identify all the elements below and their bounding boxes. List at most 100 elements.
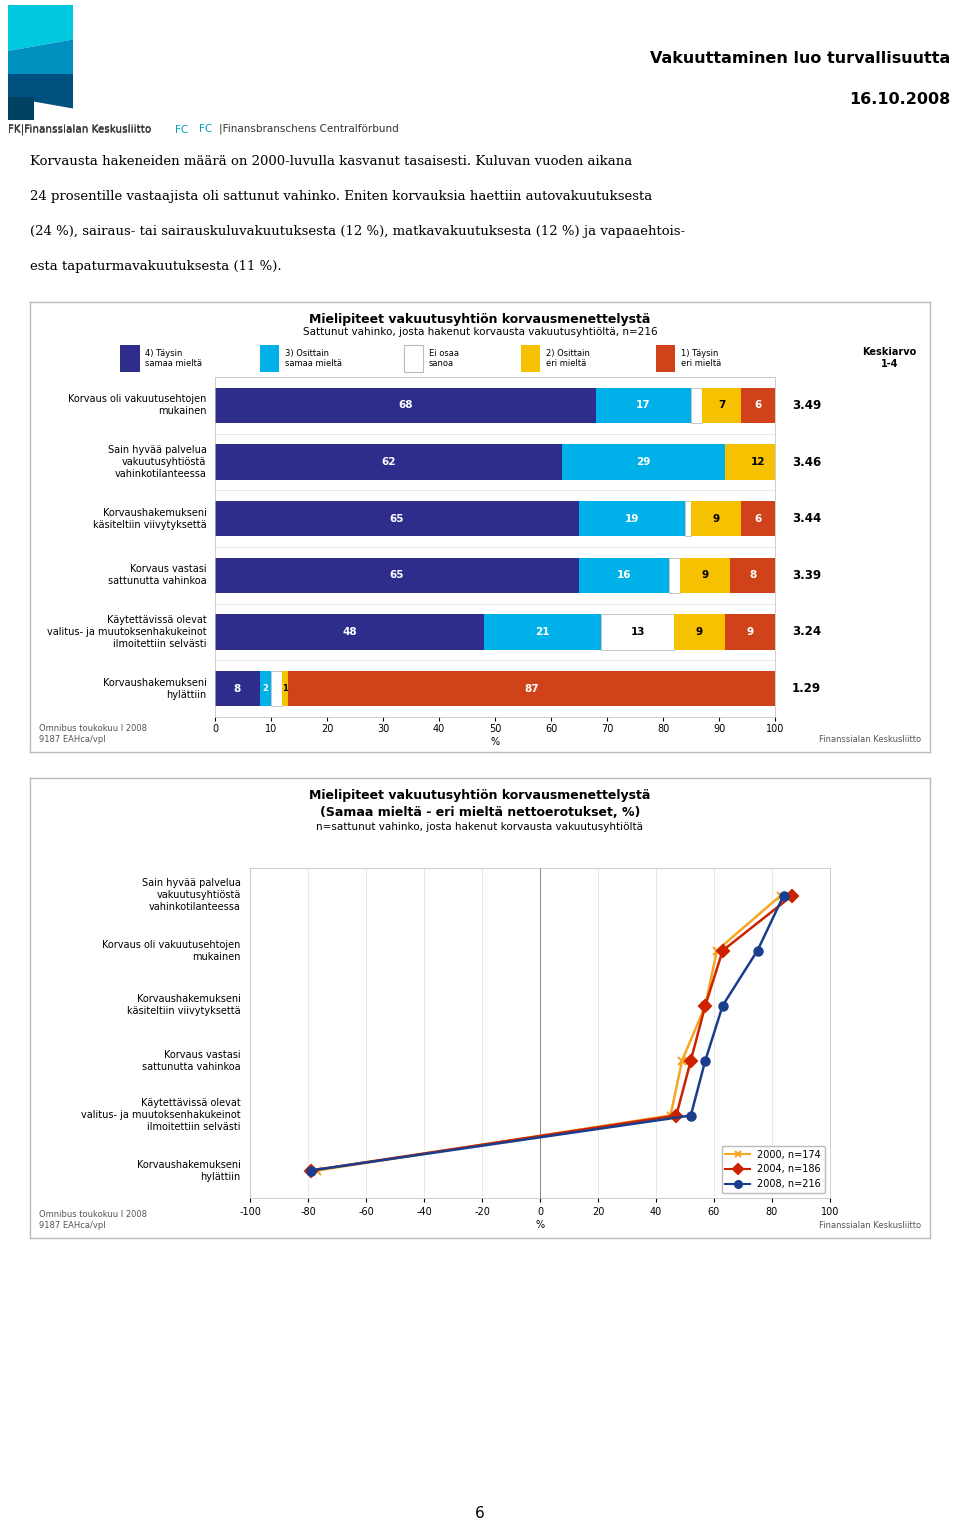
Text: 65: 65 xyxy=(390,570,404,581)
Line: 2008, n=216: 2008, n=216 xyxy=(307,891,788,1174)
Text: 16: 16 xyxy=(616,570,631,581)
Text: Sain hyvää palvelua
vakuutusyhtiöstä
vahinkotilanteessa: Sain hyvää palvelua vakuutusyhtiöstä vah… xyxy=(142,879,241,913)
Polygon shape xyxy=(8,40,73,73)
2008, n=216 xyxy=(685,1107,697,1125)
FancyBboxPatch shape xyxy=(259,344,279,372)
Bar xyxy=(215,615,484,650)
Text: FK|Finanssialan Keskusliitto: FK|Finanssialan Keskusliitto xyxy=(8,125,155,135)
Text: |Finansbranschens Centralförbund: |Finansbranschens Centralförbund xyxy=(219,124,398,135)
Text: Korvaus vastasi
sattunutta vahinkoa: Korvaus vastasi sattunutta vahinkoa xyxy=(142,1049,241,1072)
Text: 3.44: 3.44 xyxy=(792,512,821,524)
Text: 48: 48 xyxy=(342,627,357,638)
Text: 12: 12 xyxy=(751,457,765,466)
2004, n=186 xyxy=(305,1162,317,1180)
Text: 17: 17 xyxy=(636,401,651,410)
Text: Omnibus toukokuu I 2008
9187 EAHca/vpl: Omnibus toukokuu I 2008 9187 EAHca/vpl xyxy=(39,723,147,745)
Text: 29: 29 xyxy=(636,457,651,466)
Text: FC: FC xyxy=(199,124,212,135)
Bar xyxy=(792,445,831,480)
Bar xyxy=(668,558,680,593)
Text: 9: 9 xyxy=(712,514,720,523)
Text: 1.29: 1.29 xyxy=(792,682,821,696)
Text: 9: 9 xyxy=(746,627,754,638)
2000, n=174 xyxy=(700,997,711,1015)
Text: Omnibus toukokuu I 2008
9187 EAHca/vpl: Omnibus toukokuu I 2008 9187 EAHca/vpl xyxy=(39,1209,147,1229)
Text: Ei osaa
sanoa: Ei osaa sanoa xyxy=(429,349,459,368)
Bar xyxy=(601,615,674,650)
Polygon shape xyxy=(8,73,73,109)
Text: Korvaushakemukseni
käsiteltiin viivytyksettä: Korvaushakemukseni käsiteltiin viivytyks… xyxy=(93,508,206,529)
Text: Mielipiteet vakuutusyhtiön korvausmenettelystä: Mielipiteet vakuutusyhtiön korvausmenett… xyxy=(309,313,651,326)
Text: 16.10.2008: 16.10.2008 xyxy=(849,92,950,107)
Text: 2) Osittain
eri mieltä: 2) Osittain eri mieltä xyxy=(545,349,589,368)
Text: n=sattunut vahinko, josta hakenut korvausta vakuutusyhtiöltä: n=sattunut vahinko, josta hakenut korvau… xyxy=(317,821,643,832)
Bar xyxy=(288,671,775,706)
FancyBboxPatch shape xyxy=(520,344,540,372)
Bar xyxy=(579,558,668,593)
2008, n=216 xyxy=(305,1162,317,1180)
Polygon shape xyxy=(8,5,73,50)
Text: FK|Finanssialan Keskusliitto FC|Finansbranschens Centralförbund: FK|Finanssialan Keskusliitto FC|Finansbr… xyxy=(8,125,348,135)
Text: 3.39: 3.39 xyxy=(792,569,821,583)
Text: 1: 1 xyxy=(282,683,288,693)
Text: Finanssialan Keskusliitto: Finanssialan Keskusliitto xyxy=(819,735,921,745)
Text: Korvaushakemukseni
hylättiin: Korvaushakemukseni hylättiin xyxy=(103,677,206,700)
Text: Vakuuttaminen luo turvallisuutta: Vakuuttaminen luo turvallisuutta xyxy=(650,50,950,66)
Text: Sattunut vahinko, josta hakenut korvausta vakuutusyhtiöltä, n=216: Sattunut vahinko, josta hakenut korvaust… xyxy=(302,327,658,336)
Text: FC: FC xyxy=(175,125,188,135)
Bar xyxy=(215,388,596,424)
Bar xyxy=(215,445,563,480)
Text: Keskiarvo
1-4: Keskiarvo 1-4 xyxy=(862,347,917,368)
Text: 6: 6 xyxy=(755,514,762,523)
Bar xyxy=(596,388,691,424)
Text: esta tapaturmavakuutuksesta (11 %).: esta tapaturmavakuutuksesta (11 %). xyxy=(30,260,281,274)
Bar xyxy=(680,558,731,593)
Text: 9: 9 xyxy=(702,570,708,581)
Line: 2000, n=174: 2000, n=174 xyxy=(313,891,785,1174)
2000, n=174 xyxy=(711,942,723,960)
FancyBboxPatch shape xyxy=(403,344,423,372)
Text: Korvaushakemukseni
hylättiin: Korvaushakemukseni hylättiin xyxy=(137,1159,241,1182)
2008, n=216 xyxy=(752,942,763,960)
Text: Mielipiteet vakuutusyhtiön korvausmenettelystä
(Samaa mieltä - eri mieltä nettoe: Mielipiteet vakuutusyhtiön korvausmenett… xyxy=(309,789,651,820)
Text: Käytettävissä olevat
valitus- ja muutoksenhakukeinot
ilmoitettiin selvästi: Käytettävissä olevat valitus- ja muutoks… xyxy=(82,1098,241,1133)
Text: 1) Täysin
eri mieltä: 1) Täysin eri mieltä xyxy=(681,349,721,368)
Text: Sain hyvää palvelua
vakuutusyhtiöstä
vahinkotilanteessa: Sain hyvää palvelua vakuutusyhtiöstä vah… xyxy=(108,445,206,479)
Text: 13: 13 xyxy=(631,627,645,638)
Text: 7: 7 xyxy=(807,457,815,466)
Text: 3.46: 3.46 xyxy=(792,456,821,468)
Bar xyxy=(725,615,775,650)
Text: Korvaus oli vakuutusehtojen
mukainen: Korvaus oli vakuutusehtojen mukainen xyxy=(68,394,206,416)
Text: Korvaus oli vakuutusehtojen
mukainen: Korvaus oli vakuutusehtojen mukainen xyxy=(103,939,241,962)
X-axis label: %: % xyxy=(536,1220,544,1229)
Text: Käytettävissä olevat
valitus- ja muutoksenhakukeinot
ilmoitettiin selvästi: Käytettävissä olevat valitus- ja muutoks… xyxy=(47,615,206,648)
Bar xyxy=(741,388,775,424)
Bar xyxy=(579,502,685,537)
Text: 62: 62 xyxy=(381,457,396,466)
Text: 6: 6 xyxy=(755,401,762,410)
Text: 19: 19 xyxy=(625,514,639,523)
Legend: 2000, n=174, 2004, n=186, 2008, n=216: 2000, n=174, 2004, n=186, 2008, n=216 xyxy=(722,1145,826,1193)
2004, n=186 xyxy=(685,1052,697,1070)
Text: FK|Finanssialan Keskusliitto: FK|Finanssialan Keskusliitto xyxy=(8,124,155,135)
2004, n=186 xyxy=(700,997,711,1015)
Text: Korvaus vastasi
sattunutta vahinkoa: Korvaus vastasi sattunutta vahinkoa xyxy=(108,564,206,586)
Text: 6: 6 xyxy=(475,1506,485,1521)
Text: 2: 2 xyxy=(262,683,269,693)
2008, n=216 xyxy=(700,1052,711,1070)
Text: Korvaushakemukseni
käsiteltiin viivytyksettä: Korvaushakemukseni käsiteltiin viivytyks… xyxy=(127,994,241,1017)
2004, n=186 xyxy=(717,942,729,960)
Text: (24 %), sairaus- tai sairauskuluvakuutuksesta (12 %), matkavakuutuksesta (12 %) : (24 %), sairaus- tai sairauskuluvakuutuk… xyxy=(30,225,685,239)
Bar xyxy=(725,445,792,480)
2008, n=216 xyxy=(717,997,729,1015)
Bar xyxy=(271,671,282,706)
Bar xyxy=(215,502,579,537)
Text: 21: 21 xyxy=(536,627,550,638)
Text: Korvausta hakeneiden määrä on 2000-luvulla kasvanut tasaisesti. Kuluvan vuoden a: Korvausta hakeneiden määrä on 2000-luvul… xyxy=(30,154,633,168)
2000, n=174 xyxy=(775,887,786,905)
Text: Finanssialan Keskusliitto: Finanssialan Keskusliitto xyxy=(819,1220,921,1229)
Bar xyxy=(731,558,775,593)
Text: 7: 7 xyxy=(718,401,726,410)
Text: 3) Osittain
samaa mieltä: 3) Osittain samaa mieltä xyxy=(285,349,342,368)
Bar xyxy=(563,445,725,480)
